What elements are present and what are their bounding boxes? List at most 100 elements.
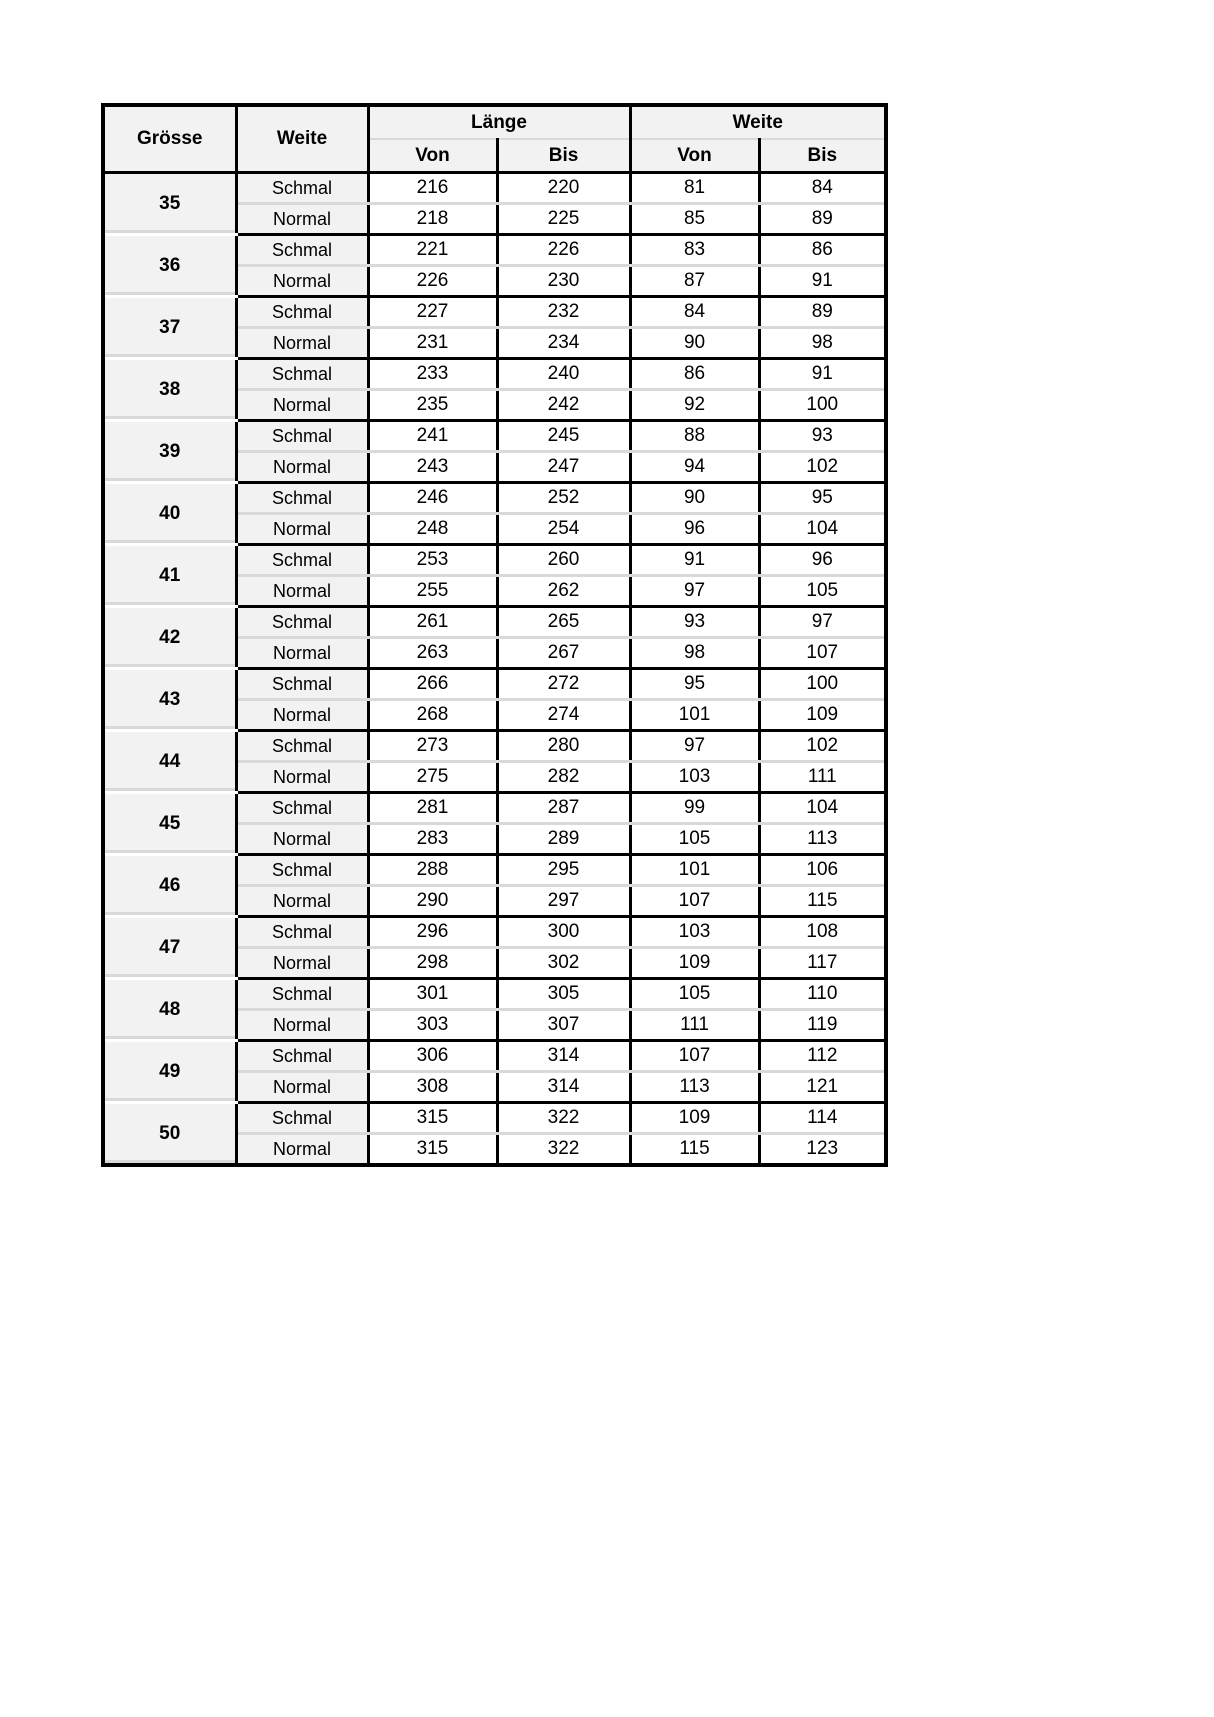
table-row: Normal 298 302 109 117 <box>103 947 887 980</box>
cell-weite-von: 107 <box>630 1040 761 1073</box>
table-row: 37 Schmal 227 232 84 89 <box>103 296 887 360</box>
cell-laenge-von: 298 <box>368 947 499 980</box>
cell-weite-bis: 102 <box>759 730 887 763</box>
cell-weite-von: 105 <box>630 978 761 1011</box>
cell-weite-bis: 100 <box>759 668 887 701</box>
cell-laenge-bis: 240 <box>497 358 632 391</box>
cell-weite-bis: 102 <box>759 451 887 484</box>
cell-weite-label: Normal <box>236 203 370 236</box>
cell-laenge-bis: 252 <box>497 482 632 515</box>
cell-laenge-von: 243 <box>368 451 499 484</box>
cell-laenge-von: 227 <box>368 296 499 329</box>
cell-weite-label: Schmal <box>236 668 370 701</box>
cell-weite-bis: 100 <box>759 389 887 422</box>
cell-groesse: 35 <box>103 172 238 236</box>
cell-weite-label: Normal <box>236 885 370 918</box>
cell-weite-von: 109 <box>630 947 761 980</box>
cell-laenge-bis: 305 <box>497 978 632 1011</box>
table-row: 40 Schmal 246 252 90 95 <box>103 482 887 546</box>
cell-weite-von: 107 <box>630 885 761 918</box>
cell-laenge-bis: 254 <box>497 513 632 546</box>
column-header-laenge-bis: Bis <box>497 139 632 174</box>
cell-weite-label: Normal <box>236 823 370 856</box>
table-row: Normal 226 230 87 91 <box>103 265 887 298</box>
cell-weite-von: 86 <box>630 358 761 391</box>
cell-laenge-von: 268 <box>368 699 499 732</box>
cell-laenge-von: 315 <box>368 1102 499 1135</box>
cell-weite-label: Schmal <box>236 792 370 825</box>
cell-weite-bis: 91 <box>759 265 887 298</box>
cell-groesse: 50 <box>103 1102 238 1167</box>
cell-laenge-von: 315 <box>368 1133 499 1165</box>
cell-laenge-von: 231 <box>368 327 499 360</box>
cell-laenge-von: 248 <box>368 513 499 546</box>
column-header-weite-von: Von <box>630 139 761 174</box>
cell-weite-bis: 93 <box>759 420 887 453</box>
cell-laenge-von: 233 <box>368 358 499 391</box>
cell-laenge-von: 218 <box>368 203 499 236</box>
cell-weite-label: Normal <box>236 699 370 732</box>
table-row: 39 Schmal 241 245 88 93 <box>103 420 887 484</box>
cell-weite-label: Schmal <box>236 978 370 1011</box>
column-group-header-laenge: Länge <box>368 105 632 140</box>
cell-laenge-bis: 287 <box>497 792 632 825</box>
cell-weite-label: Schmal <box>236 358 370 391</box>
cell-weite-bis: 123 <box>759 1133 887 1165</box>
header-row-top: Grösse Weite Länge Weite <box>103 105 887 174</box>
cell-weite-bis: 115 <box>759 885 887 918</box>
cell-weite-von: 96 <box>630 513 761 546</box>
cell-laenge-bis: 230 <box>497 265 632 298</box>
table-row: Normal 275 282 103 111 <box>103 761 887 794</box>
cell-groesse: 40 <box>103 482 238 546</box>
cell-laenge-von: 288 <box>368 854 499 887</box>
column-header-weite-bis: Bis <box>759 139 887 174</box>
table-row: 47 Schmal 296 300 103 108 <box>103 916 887 980</box>
cell-weite-bis: 104 <box>759 792 887 825</box>
cell-weite-von: 84 <box>630 296 761 329</box>
table-row: Normal 231 234 90 98 <box>103 327 887 360</box>
cell-weite-von: 87 <box>630 265 761 298</box>
cell-groesse: 37 <box>103 296 238 360</box>
cell-weite-von: 88 <box>630 420 761 453</box>
cell-groesse: 46 <box>103 854 238 918</box>
cell-weite-bis: 113 <box>759 823 887 856</box>
cell-weite-bis: 114 <box>759 1102 887 1135</box>
cell-weite-von: 97 <box>630 730 761 763</box>
cell-laenge-von: 253 <box>368 544 499 577</box>
cell-weite-von: 95 <box>630 668 761 701</box>
cell-laenge-bis: 314 <box>497 1071 632 1104</box>
cell-weite-bis: 95 <box>759 482 887 515</box>
cell-weite-von: 101 <box>630 699 761 732</box>
cell-weite-von: 85 <box>630 203 761 236</box>
cell-laenge-von: 255 <box>368 575 499 608</box>
cell-weite-label: Normal <box>236 1071 370 1104</box>
cell-groesse: 45 <box>103 792 238 856</box>
cell-weite-von: 94 <box>630 451 761 484</box>
cell-weite-von: 91 <box>630 544 761 577</box>
cell-weite-bis: 97 <box>759 606 887 639</box>
table-row: 35 Schmal 216 220 81 84 <box>103 172 887 236</box>
cell-weite-bis: 121 <box>759 1071 887 1104</box>
cell-laenge-von: 306 <box>368 1040 499 1073</box>
cell-weite-bis: 111 <box>759 761 887 794</box>
cell-weite-von: 103 <box>630 916 761 949</box>
table-row: 49 Schmal 306 314 107 112 <box>103 1040 887 1104</box>
table-row: Normal 255 262 97 105 <box>103 575 887 608</box>
cell-laenge-von: 235 <box>368 389 499 422</box>
cell-weite-von: 97 <box>630 575 761 608</box>
table-row: Normal 243 247 94 102 <box>103 451 887 484</box>
cell-weite-von: 81 <box>630 172 761 205</box>
cell-laenge-bis: 322 <box>497 1102 632 1135</box>
table-row: 44 Schmal 273 280 97 102 <box>103 730 887 794</box>
table-row: Normal 308 314 113 121 <box>103 1071 887 1104</box>
cell-weite-bis: 104 <box>759 513 887 546</box>
table-row: Normal 315 322 115 123 <box>103 1133 887 1165</box>
cell-laenge-von: 221 <box>368 234 499 267</box>
cell-laenge-von: 266 <box>368 668 499 701</box>
table-row: 48 Schmal 301 305 105 110 <box>103 978 887 1042</box>
cell-laenge-bis: 307 <box>497 1009 632 1042</box>
table-row: 38 Schmal 233 240 86 91 <box>103 358 887 422</box>
cell-weite-bis: 91 <box>759 358 887 391</box>
cell-weite-von: 90 <box>630 327 761 360</box>
cell-groesse: 36 <box>103 234 238 298</box>
